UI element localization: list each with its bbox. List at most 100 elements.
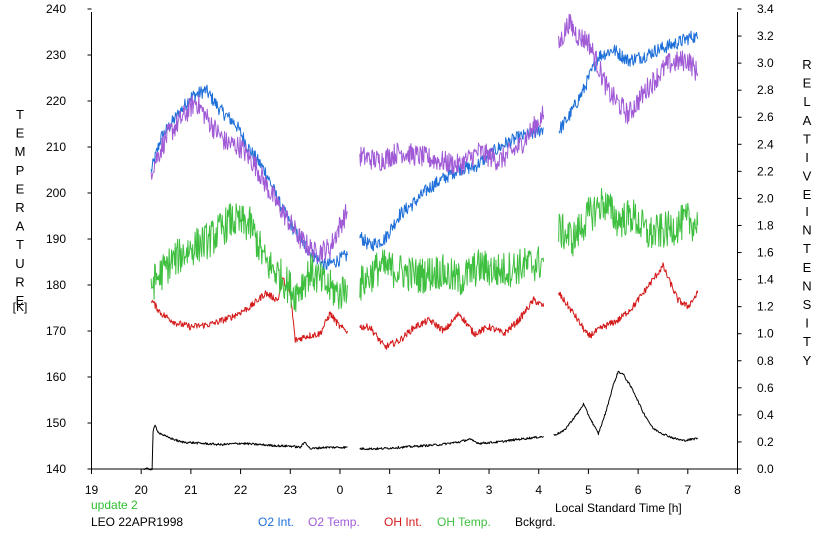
left-tick-label: 190 xyxy=(46,232,66,246)
right-axis-title-letter: I xyxy=(805,204,809,219)
series-oh-temp xyxy=(150,187,699,312)
x-axis-label: Local Standard Time [h] xyxy=(555,501,682,515)
x-tick-label: 4 xyxy=(535,483,542,497)
right-tick-label: 1.8 xyxy=(757,218,774,232)
right-axis-title-letter: L xyxy=(803,94,810,109)
left-axis-title-letter: E xyxy=(16,126,25,141)
x-tick-label: 22 xyxy=(234,483,248,497)
series-line xyxy=(553,370,699,442)
series-line xyxy=(359,296,545,350)
right-tick-label: 2.0 xyxy=(757,191,774,205)
legend-o2-temp: O2 Temp. xyxy=(308,515,360,529)
left-tick-label: 230 xyxy=(46,48,66,62)
x-tick-label: 20 xyxy=(135,483,149,497)
right-axis-title-letter: E xyxy=(803,76,812,91)
x-tick-label: 8 xyxy=(734,483,741,497)
labels-layer: 19 20 21 22 23 0 1 2 3 4 5 6 7 8140150160170180190200… xyxy=(15,2,812,497)
right-axis-title-letter: T xyxy=(803,241,811,256)
left-axis-title-letter: E xyxy=(16,293,25,308)
legend-oh-temp: OH Temp. xyxy=(437,515,491,529)
right-tick-label: 0.0 xyxy=(757,462,774,476)
right-axis-title-letter: N xyxy=(802,278,811,293)
x-tick-label: 6 xyxy=(635,483,642,497)
x-tick-label: 2 xyxy=(436,483,443,497)
axes-layer xyxy=(87,8,742,474)
left-tick-label: 200 xyxy=(46,186,66,200)
right-tick-label: 3.4 xyxy=(757,2,774,16)
left-axis-title-letter: R xyxy=(15,274,24,289)
right-tick-label: 0.4 xyxy=(757,408,774,422)
right-tick-label: 2.8 xyxy=(757,83,774,97)
series-bckgrd xyxy=(143,370,699,471)
series-line xyxy=(150,94,348,263)
legend-bckgrd: Bckgrd. xyxy=(515,515,556,529)
x-tick-label: 5 xyxy=(585,483,592,497)
right-axis-title-letter: V xyxy=(803,169,812,184)
series-line xyxy=(558,187,699,257)
right-tick-label: 3.2 xyxy=(757,29,774,43)
right-tick-label: 2.6 xyxy=(757,110,774,124)
series-line xyxy=(558,13,699,125)
left-axis-title-letter: M xyxy=(15,144,26,159)
left-tick-label: 140 xyxy=(46,462,66,476)
series-layer xyxy=(143,13,699,471)
left-axis-title-letter: E xyxy=(16,181,25,196)
series-line xyxy=(359,105,545,176)
right-axis-title-letter: T xyxy=(803,334,811,349)
right-tick-label: 0.6 xyxy=(757,381,774,395)
left-axis-title-letter: R xyxy=(15,200,24,215)
series-line xyxy=(359,246,545,301)
series-line xyxy=(558,262,699,339)
series-line xyxy=(558,30,699,134)
right-tick-label: 0.2 xyxy=(757,435,774,449)
x-tick-label: 23 xyxy=(284,483,298,497)
right-tick-label: 2.2 xyxy=(757,164,774,178)
left-axis-title-letter: U xyxy=(15,256,24,271)
right-tick-label: 1.2 xyxy=(757,300,774,314)
series-oh-int xyxy=(150,262,699,350)
right-tick-label: 1.6 xyxy=(757,246,774,260)
right-axis-title-letter: T xyxy=(803,131,811,146)
right-axis-title-letter: N xyxy=(802,223,811,238)
right-axis-title-letter: E xyxy=(803,260,812,275)
right-axis-title-letter: A xyxy=(803,113,812,128)
left-axis-title-letter: T xyxy=(16,237,24,252)
series-line xyxy=(359,125,544,252)
left-tick-label: 240 xyxy=(46,2,66,16)
series-line xyxy=(150,203,348,312)
series-o2-temp xyxy=(150,13,699,263)
left-tick-label: 150 xyxy=(46,416,66,430)
right-tick-label: 2.4 xyxy=(757,137,774,151)
right-axis-title-letter: I xyxy=(805,316,809,331)
x-tick-label: 3 xyxy=(486,483,493,497)
left-axis-unit: [K] xyxy=(13,300,28,314)
left-tick-label: 220 xyxy=(46,94,66,108)
x-tick-label: 19 xyxy=(85,483,99,497)
left-axis-title-letter: P xyxy=(16,163,25,178)
x-tick-label: 21 xyxy=(184,483,198,497)
right-axis-title-letter: Y xyxy=(803,353,812,368)
status-text: update 2 xyxy=(91,498,138,512)
right-tick-label: 0.8 xyxy=(757,354,774,368)
series-line xyxy=(359,435,544,451)
right-axis-title-letter: S xyxy=(803,297,812,312)
legend-o2-int: O2 Int. xyxy=(258,515,294,529)
right-axis-title-letter: I xyxy=(805,150,809,165)
left-axis-title-letter: A xyxy=(16,219,25,234)
station-label: LEO 22APR1998 xyxy=(91,515,183,529)
left-tick-label: 210 xyxy=(46,140,66,154)
right-tick-label: 1.4 xyxy=(757,273,774,287)
right-axis-title-letter: E xyxy=(803,187,812,202)
left-tick-label: 160 xyxy=(46,370,66,384)
series-line xyxy=(150,277,348,343)
right-tick-label: 1.0 xyxy=(757,327,774,341)
left-tick-label: 180 xyxy=(46,278,66,292)
right-axis-title-letter: R xyxy=(802,57,811,72)
x-tick-label: 7 xyxy=(684,483,691,497)
x-tick-label: 1 xyxy=(386,483,393,497)
legend-oh-int: OH Int. xyxy=(384,515,422,529)
right-tick-label: 3.0 xyxy=(757,56,774,70)
x-tick-label: 0 xyxy=(337,483,344,497)
